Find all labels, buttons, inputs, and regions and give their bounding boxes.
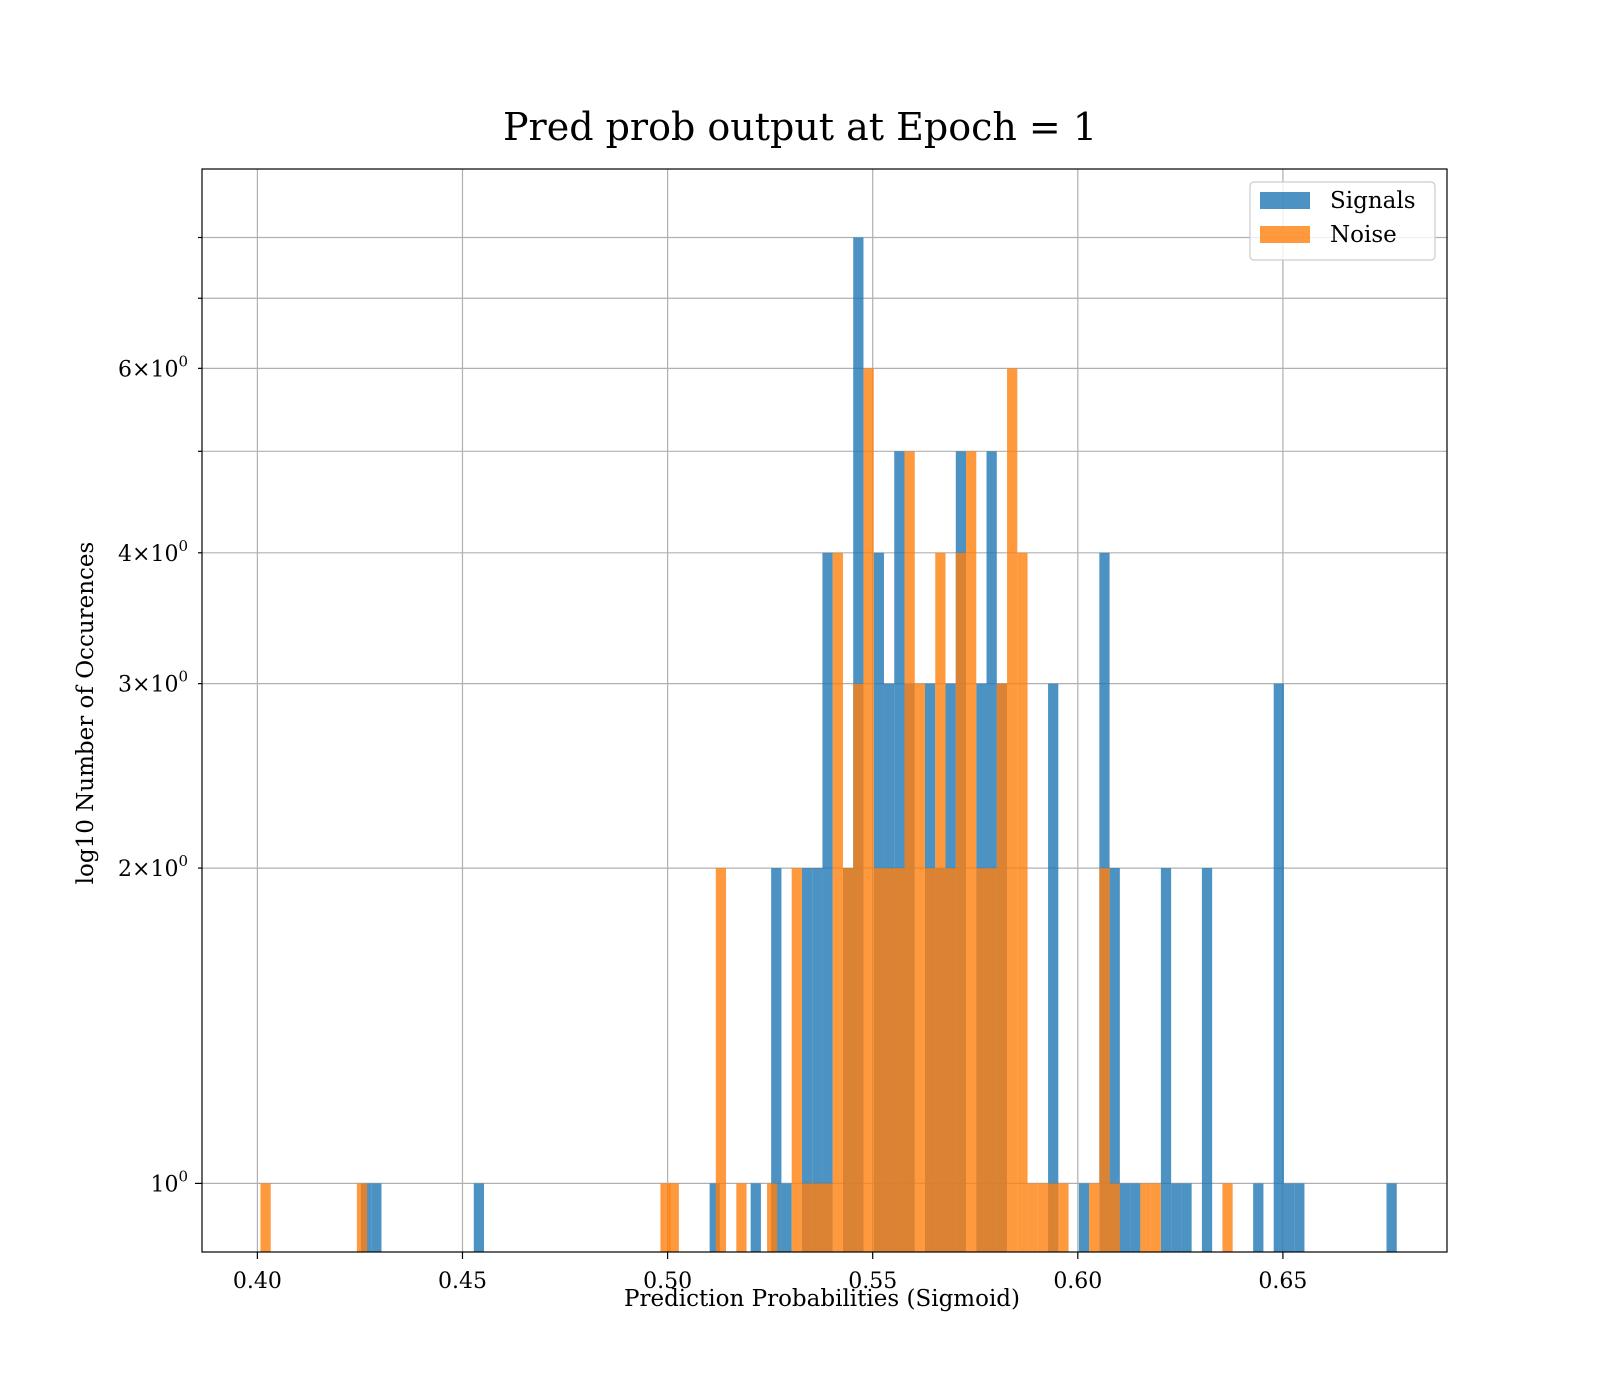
histogram-bar <box>356 1183 368 1252</box>
y-tick-label: 4×100 <box>118 537 188 567</box>
histogram-bar <box>945 868 956 1252</box>
y-tick-label: 100 <box>150 1167 188 1197</box>
histogram-bar <box>832 552 843 1252</box>
y-tick-label: 3×100 <box>118 668 188 698</box>
histogram-bar <box>771 868 782 1252</box>
histogram-bar <box>914 683 926 1252</box>
histogram-bar <box>709 1183 720 1252</box>
x-axis-label: Prediction Probabilities (Sigmoid) <box>624 1286 1020 1312</box>
histogram-bar <box>791 868 802 1252</box>
histogram-bar <box>822 1183 833 1252</box>
histogram-bar <box>473 1183 485 1252</box>
histogram-bar <box>767 1183 778 1252</box>
histogram-bar <box>260 1183 271 1252</box>
x-tick-label: 0.65 <box>1258 1269 1307 1294</box>
histogram-bar <box>781 1183 792 1252</box>
histogram-bar <box>1201 868 1213 1252</box>
histogram-bar <box>1294 1183 1305 1252</box>
legend-label-signals: Signals <box>1330 188 1416 214</box>
histogram-bar <box>1130 1183 1141 1252</box>
histogram-bar <box>660 1183 671 1252</box>
histogram-bar <box>894 868 905 1252</box>
histogram-bar <box>935 552 946 1252</box>
histogram-bar <box>904 451 915 1252</box>
histogram-bar <box>1171 1183 1182 1252</box>
histogram-bar <box>801 868 813 1252</box>
x-tick-label: 0.55 <box>848 1269 897 1294</box>
series-noise-bars <box>260 368 1233 1253</box>
histogram-bar <box>1140 1183 1151 1252</box>
histogram-bar <box>1109 1183 1120 1252</box>
histogram-bar <box>1089 1183 1100 1252</box>
x-tick-label: 0.60 <box>1053 1269 1102 1294</box>
x-tick-label: 0.50 <box>643 1269 692 1294</box>
histogram-bar <box>750 1183 761 1252</box>
histogram-bar <box>976 868 987 1252</box>
histogram-bar <box>842 868 854 1252</box>
histogram-bar <box>736 1183 747 1252</box>
legend-label-noise: Noise <box>1330 222 1397 248</box>
histogram-bar <box>1253 1183 1264 1252</box>
histogram-bar <box>1078 1183 1090 1252</box>
histogram-bar <box>986 868 997 1252</box>
legend: Signals Noise <box>1249 181 1436 261</box>
histogram-bar <box>801 1183 813 1252</box>
histogram-bar <box>873 868 884 1252</box>
histogram-bar <box>715 868 727 1252</box>
histogram-bar <box>371 1183 382 1252</box>
histogram-bar <box>812 868 823 1252</box>
histogram-bar <box>822 552 833 1252</box>
histogram-bar <box>1273 683 1284 1252</box>
histogram-bar <box>863 368 874 1253</box>
histogram-bar <box>883 868 895 1252</box>
histogram-bar <box>966 451 977 1252</box>
histogram-bar <box>853 683 864 1252</box>
legend-swatch-signals <box>1260 192 1310 209</box>
chart-title: Pred prob output at Epoch = 1 <box>503 105 1097 149</box>
histogram-bar <box>1150 1183 1161 1252</box>
y-tick-label: 2×100 <box>118 852 188 882</box>
axis-ticks: 0.40 0.45 0.50 0.55 0.60 0.65 100 2×100 3×100 4×1… <box>118 236 1307 1294</box>
legend-swatch-noise <box>1260 226 1310 243</box>
histogram-bar <box>1058 1183 1069 1252</box>
histogram-bars <box>260 237 1397 1253</box>
histogram-bar <box>1048 1183 1059 1252</box>
histogram-bar <box>812 1183 823 1252</box>
histogram-bar <box>1027 1183 1038 1252</box>
histogram-bar <box>996 683 1008 1252</box>
histogram-bar <box>1109 868 1120 1252</box>
histogram-bar <box>1099 868 1110 1252</box>
histogram-bar <box>925 868 936 1252</box>
histogram-bar <box>668 1183 679 1252</box>
histogram-bar <box>986 451 997 1252</box>
histogram-bar <box>1386 1183 1397 1252</box>
x-tick-label: 0.45 <box>438 1269 487 1294</box>
y-tick-label: 6×100 <box>118 352 188 382</box>
plot-frame <box>201 168 1448 1253</box>
histogram-bar <box>1119 1183 1131 1252</box>
histogram-bar <box>1017 552 1028 1252</box>
histogram-bar <box>1037 1183 1049 1252</box>
histogram-bar <box>1007 368 1018 1253</box>
y-axis-label: log10 Number of Occurences <box>73 542 99 885</box>
histogram-bar <box>894 451 905 1252</box>
histogram-bar <box>1283 1183 1295 1252</box>
x-tick-label: 0.40 <box>233 1269 282 1294</box>
histogram-bar <box>1181 1183 1192 1252</box>
histogram-bar <box>955 552 967 1252</box>
histogram-bar <box>1048 683 1059 1252</box>
histogram-bar <box>1160 868 1172 1252</box>
histogram-bar <box>1222 1183 1233 1252</box>
